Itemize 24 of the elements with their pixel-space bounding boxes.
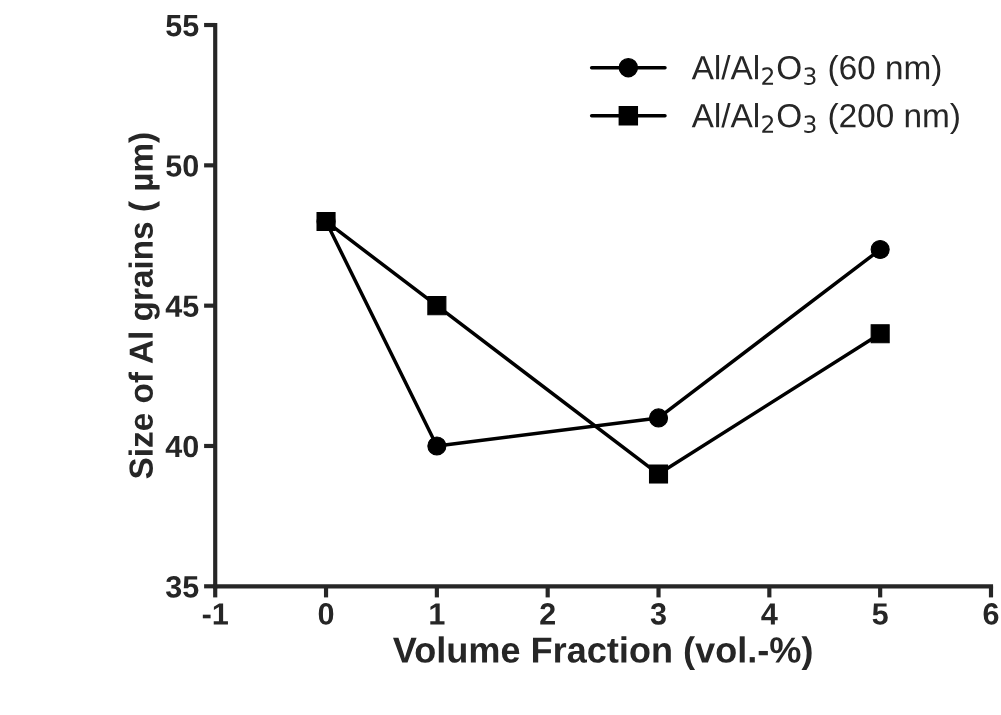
point [870, 239, 890, 260]
y-tick-label: 50 [166, 155, 198, 177]
legend-label: Al/Al$_{2}$O$_{3}$ (60 nm) [691, 55, 941, 87]
point [648, 408, 669, 428]
x-tick-label: 4 [761, 603, 778, 625]
point [870, 324, 890, 344]
point [316, 211, 336, 232]
y-tick-label: 40 [165, 435, 198, 458]
x-tick-label: 0 [318, 603, 334, 625]
x-tick-label: -1 [202, 603, 228, 625]
x-tick-label: 3 [650, 603, 666, 625]
y-tick-label: 35 [165, 576, 199, 598]
x-axis-title: Volume Fraction (vol.-%) [393, 636, 812, 670]
x-tick-label: 1 [430, 603, 445, 625]
x-tick-label: 5 [872, 603, 888, 625]
x-tick-label: 2 [540, 603, 555, 625]
point [427, 296, 447, 316]
y-axis-title: Size of Al grains ( µm) [128, 133, 160, 479]
y-tick-label: 45 [165, 295, 199, 318]
x-tick-label: 6 [983, 603, 999, 625]
point [427, 436, 447, 456]
legend-label: Al/Al$_{2}$O$_{3}$ (200 nm) [691, 103, 959, 135]
y-tick-label: 55 [166, 15, 199, 37]
point [648, 464, 669, 484]
